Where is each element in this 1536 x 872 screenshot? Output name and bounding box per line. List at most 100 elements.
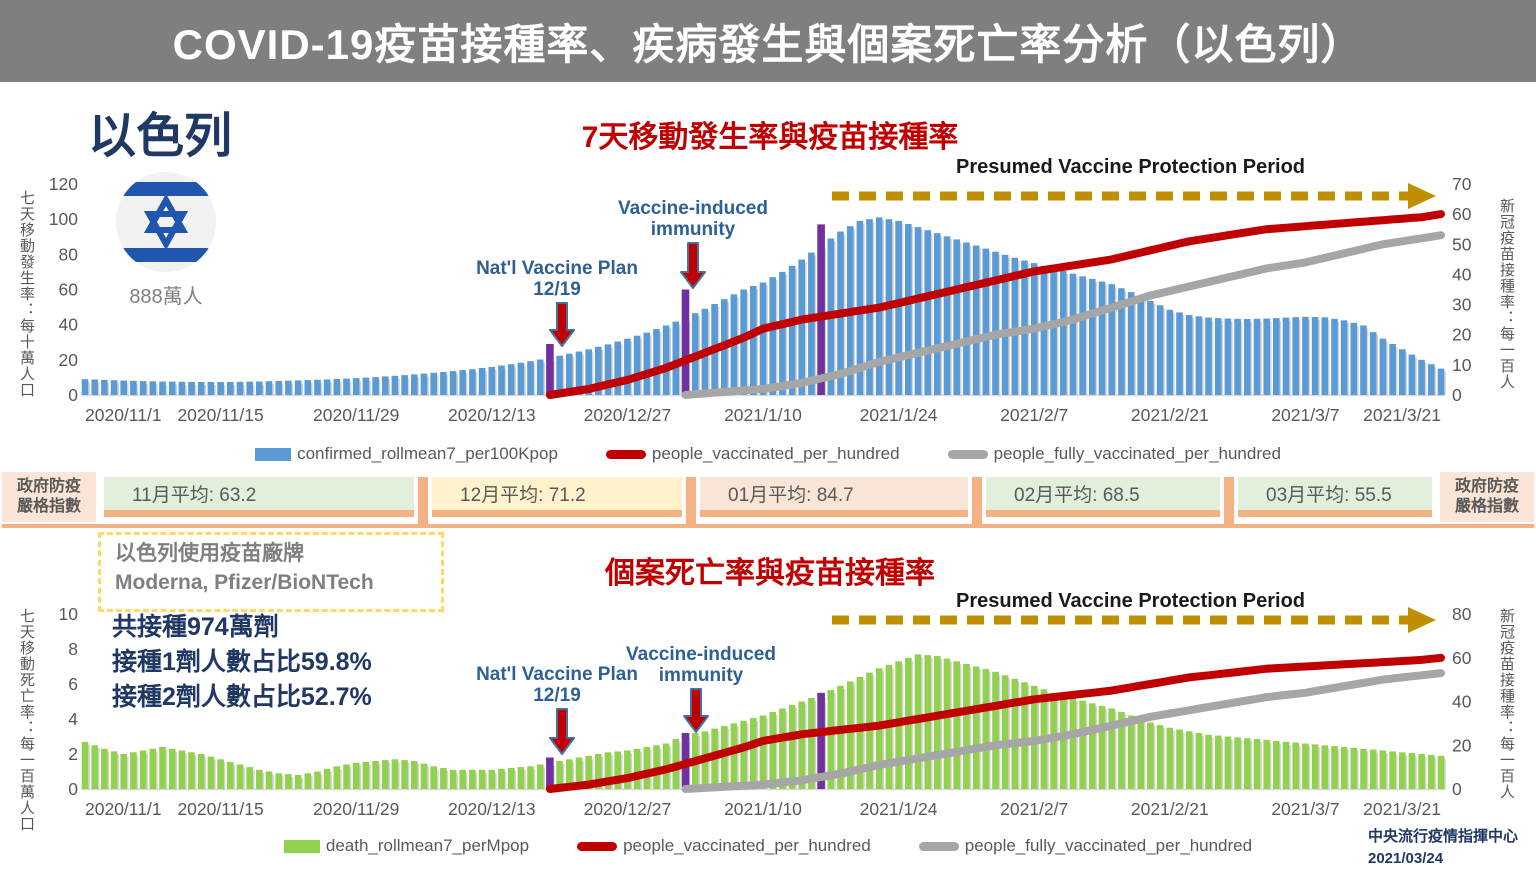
bottom-plan-annotation: Nat'l Vaccine Plan 12/19	[476, 664, 638, 706]
people_vaccinated_per_hundred-line	[545, 210, 1445, 399]
svg-text:20: 20	[59, 350, 79, 370]
svg-text:0: 0	[1452, 779, 1462, 799]
bar-swatch-icon	[283, 839, 320, 853]
svg-text:2020/11/15: 2020/11/15	[177, 799, 263, 819]
svg-text:2021/1/24: 2021/1/24	[860, 405, 938, 425]
red-down-arrow-icon	[680, 242, 706, 289]
line-swatch-icon	[918, 841, 959, 851]
arrowhead-icon	[1408, 183, 1436, 209]
svg-text:10: 10	[59, 604, 79, 624]
svg-text:2: 2	[68, 744, 78, 764]
svg-text:2021/1/10: 2021/1/10	[724, 405, 802, 425]
svg-text:60: 60	[59, 280, 79, 300]
top-immunity-annotation: Vaccine-induced immunity	[618, 198, 768, 240]
bottom-left-axis-title: 七天移動死亡率：每一百萬人口	[18, 608, 35, 832]
svg-text:30: 30	[1452, 295, 1472, 315]
svg-text:120: 120	[49, 174, 78, 194]
svg-text:2020/12/13: 2020/12/13	[448, 799, 536, 819]
dose-statistics: 共接種974萬劑 接種1劑人數占比59.8% 接種2劑人數占比52.7%	[112, 613, 372, 711]
stringency-segment-mar: 03月平均: 55.5	[1238, 477, 1432, 517]
stringency-segment-feb: 02月平均: 68.5	[986, 477, 1220, 517]
svg-text:70: 70	[1452, 174, 1472, 194]
svg-text:2020/11/1: 2020/11/1	[85, 799, 162, 819]
svg-text:4: 4	[68, 709, 78, 729]
people_fully_vaccinated_per_hundred-line	[681, 231, 1445, 399]
bar-swatch-icon	[255, 447, 292, 461]
svg-text:80: 80	[59, 244, 79, 264]
stringency-segment-dec: 12月平均: 71.2	[432, 477, 682, 517]
svg-text:100: 100	[49, 209, 78, 229]
svg-text:50: 50	[1452, 234, 1472, 254]
bottom-immunity-annotation: Vaccine-induced immunity	[626, 644, 776, 686]
page-title: COVID-19疫苗接種率、疾病發生與個案死亡率分析（以色列）	[0, 0, 1536, 82]
country-name: 以色列	[88, 110, 233, 163]
svg-text:10: 10	[1452, 355, 1472, 375]
population-label: 888萬人	[129, 286, 203, 308]
legend-item: people_vaccinated_per_hundred	[605, 444, 900, 464]
svg-text:2021/3/21: 2021/3/21	[1363, 799, 1441, 819]
svg-text:2021/1/24: 2021/1/24	[860, 799, 938, 819]
line-swatch-icon	[577, 841, 618, 851]
svg-text:2021/3/21: 2021/3/21	[1363, 405, 1441, 425]
stringency-segment-nov: 11月平均: 63.2	[104, 477, 414, 517]
svg-text:0: 0	[1452, 385, 1462, 405]
svg-text:2020/12/27: 2020/12/27	[584, 799, 672, 819]
line-swatch-icon	[605, 449, 646, 459]
svg-text:2020/11/15: 2020/11/15	[177, 405, 263, 425]
red-down-arrow-icon	[549, 302, 575, 347]
source-attribution: 中央流行疫情指揮中心 2021/03/24	[1368, 828, 1519, 867]
top-chart-title: 7天移動發生率與疫苗接種率	[581, 121, 959, 154]
segment-divider	[418, 477, 428, 525]
svg-text:40: 40	[59, 315, 79, 335]
stringency-label-right: 政府防疫 嚴格指數	[1440, 472, 1534, 522]
bottom-chart-title: 個案死亡率與疫苗接種率	[605, 557, 935, 590]
top-presumed-label: Presumed Vaccine Protection Period	[956, 156, 1306, 178]
svg-text:0: 0	[68, 385, 78, 405]
legend-item: people_fully_vaccinated_per_hundred	[918, 836, 1252, 856]
people_vaccinated_per_hundred-line	[545, 653, 1445, 793]
svg-text:2020/12/13: 2020/12/13	[448, 405, 536, 425]
bottom-chart-legend: death_rollmean7_perMpop people_vaccinate…	[0, 836, 1536, 856]
legend-item: death_rollmean7_perMpop	[283, 836, 529, 856]
bottom-right-axis-title: 新冠疫苗接種率：每一百人	[1498, 608, 1515, 800]
vaccine-brands-box: 以色列使用疫苗廠牌 Moderna, Pfizer/BioNTech	[98, 532, 444, 612]
svg-text:80: 80	[1452, 604, 1472, 624]
svg-text:2021/1/10: 2021/1/10	[724, 799, 802, 819]
segment-divider	[972, 477, 982, 525]
stringency-segment-jan: 01月平均: 84.7	[700, 477, 968, 517]
red-down-arrow-icon	[549, 708, 575, 755]
svg-text:20: 20	[1452, 735, 1472, 755]
legend-item: confirmed_rollmean7_per100Kpop	[255, 444, 558, 464]
svg-text:0: 0	[68, 779, 78, 799]
svg-text:2020/12/27: 2020/12/27	[584, 405, 672, 425]
svg-text:20: 20	[1452, 325, 1472, 345]
svg-text:2021/3/7: 2021/3/7	[1271, 799, 1339, 819]
svg-text:2021/3/7: 2021/3/7	[1271, 405, 1339, 425]
stringency-underline	[2, 524, 1534, 528]
svg-text:60: 60	[1452, 204, 1472, 224]
event-marker-bars	[546, 224, 825, 395]
svg-text:2021/2/7: 2021/2/7	[1000, 405, 1068, 425]
top-left-axis-title: 七天移動發生率：每十萬人口	[18, 190, 35, 398]
svg-text:2020/11/29: 2020/11/29	[313, 799, 399, 819]
top-right-axis-title: 新冠疫苗接種率：每一百人	[1498, 198, 1515, 390]
svg-text:40: 40	[1452, 692, 1472, 712]
segment-divider	[1224, 477, 1234, 525]
svg-text:2020/11/29: 2020/11/29	[313, 405, 399, 425]
svg-text:2021/2/21: 2021/2/21	[1131, 405, 1209, 425]
arrowhead-icon	[1408, 607, 1436, 633]
svg-text:40: 40	[1452, 264, 1472, 284]
people_fully_vaccinated_per_hundred-line	[681, 669, 1445, 793]
svg-text:8: 8	[68, 639, 78, 659]
legend-item: people_vaccinated_per_hundred	[577, 836, 871, 856]
svg-text:60: 60	[1452, 648, 1472, 668]
svg-text:2020/11/1: 2020/11/1	[85, 405, 162, 425]
line-swatch-icon	[947, 449, 988, 459]
svg-text:6: 6	[68, 674, 78, 694]
top-chart-legend: confirmed_rollmean7_per100Kpop people_va…	[0, 444, 1536, 464]
segment-divider	[686, 477, 696, 525]
